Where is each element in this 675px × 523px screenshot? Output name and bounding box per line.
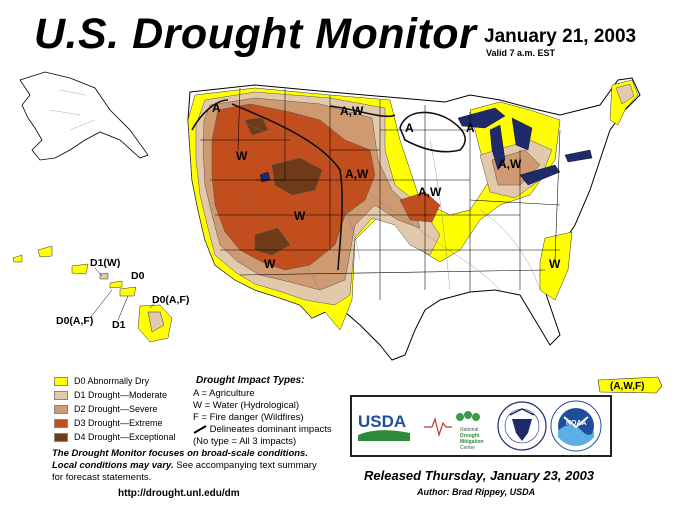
impact-labels: A W A,W A A A,W A,W A,W W W W [212, 101, 561, 271]
map-label-w-az: W [264, 257, 276, 271]
legend-label-d1: D1 Drought—Moderate [74, 390, 168, 400]
impact-water: W = Water (Hydrological) [193, 400, 300, 411]
hawaii-label-d0af-left: D0(A,F) [56, 315, 93, 327]
commerce-seal-icon [497, 401, 547, 451]
local-conditions-rest: See accompanying text summary [173, 460, 317, 471]
logos-svg: USDA National Drought Mitigation Center [358, 400, 602, 452]
map-label-aw-iowa: A,W [418, 185, 442, 199]
impact-fire: F = Fire danger (Wildfires) [193, 412, 304, 423]
impact-delineation [191, 99, 466, 271]
hawaii-label-d1w: D1(W) [90, 257, 120, 269]
impact-agriculture: A = Agriculture [193, 388, 255, 399]
ndmc-text-3: Mitigation [460, 439, 484, 445]
hawaii-leaders [89, 267, 161, 321]
impact-types-title: Drought Impact Types: [196, 375, 305, 386]
valid-time: Valid 7 a.m. EST [486, 48, 556, 58]
map-date: January 21, 2003 [484, 26, 637, 47]
impact-delineates-label: Delineates dominant impacts [209, 424, 332, 435]
hawaii-label-d1: D1 [112, 319, 126, 331]
legend-label-d0: D0 Abnormally Dry [74, 376, 150, 386]
local-conditions-bold: Local conditions may vary. [52, 460, 174, 471]
hawaii-label-d0: D0 [131, 270, 145, 282]
legend-label-d2: D2 Drought—Severe [74, 404, 158, 414]
legend-swatch-d3 [54, 418, 68, 428]
local-conditions-note: Local conditions may vary. See accompany… [52, 460, 317, 471]
noaa-logo-text: NOAA [566, 420, 587, 427]
map-label-w-wy: W [294, 209, 306, 223]
author: Author: Brad Rippey, USDA [417, 487, 536, 497]
map-label-aw-nd: A,W [340, 104, 364, 118]
legend-label-d3: D3 Drought—Extreme [74, 418, 163, 428]
d4-regions [244, 117, 323, 256]
ndmc-text-1: National [460, 427, 478, 433]
release-date: Released Thursday, January 23, 2003 [364, 468, 595, 483]
delineation-line-icon [193, 425, 207, 434]
hawaii [12, 245, 173, 343]
hawaii-label-d0af-right: D0(A,F) [152, 294, 189, 306]
impact-no-type: (No type = All 3 impacts) [193, 436, 297, 447]
map-label-a-wi: A [466, 121, 475, 135]
map-label-w-montana: W [236, 149, 248, 163]
great-lakes [259, 107, 593, 186]
legend-label-d4: D4 Drought—Exceptional [74, 432, 176, 442]
puerto-rico: (A,W,F) [597, 376, 663, 394]
forecast-note: for forecast statements. [52, 472, 152, 483]
drought-map: A W A,W A A A,W A,W A,W W W W D1(W) D0 D… [12, 71, 641, 361]
river-lines [239, 109, 541, 291]
legend-swatch-d0 [54, 376, 68, 386]
ndmc-text-4: Center [460, 445, 475, 451]
legend-item-d4: D4 Drought—Exceptional [54, 431, 176, 443]
legend-swatch-d4 [54, 432, 68, 442]
map-label-a-nw: A [212, 101, 221, 115]
ndmc-text-2: Drought [460, 433, 480, 439]
legend-item-d1: D1 Drought—Moderate [54, 389, 167, 401]
ndmc-logo: National Drought Mitigation Center [424, 411, 484, 451]
hawaii-labels: D1(W) D0 D0(A,F) D0(A,F) D1 [56, 257, 189, 331]
map-label-aw-dakotas: A,W [345, 167, 369, 181]
legend-swatch-d2 [54, 404, 68, 414]
legend-swatch-d1 [54, 390, 68, 400]
map-label-w-se: W [549, 257, 561, 271]
puerto-rico-label: (A,W,F) [610, 381, 644, 392]
impact-delineates-row: Delineates dominant impacts [193, 424, 332, 435]
usda-logo-text: USDA [358, 412, 406, 431]
page-title: U.S. Drought Monitor [34, 10, 477, 58]
state-borders [200, 87, 561, 300]
map-label-aw-mi: A,W [498, 157, 522, 171]
noaa-logo: NOAA [550, 400, 602, 452]
focus-statement: The Drought Monitor focuses on broad-sca… [52, 448, 308, 459]
agency-logos: USDA National Drought Mitigation Center [350, 395, 612, 457]
legend-item-d0: D0 Abnormally Dry [54, 375, 149, 387]
alaska [19, 71, 149, 161]
usda-logo: USDA [358, 412, 410, 441]
map-label-a-mn: A [405, 121, 414, 135]
drought-url[interactable]: http://drought.unl.edu/dm [118, 488, 240, 499]
legend-item-d2: D2 Drought—Severe [54, 403, 158, 415]
legend-item-d3: D3 Drought—Extreme [54, 417, 163, 429]
